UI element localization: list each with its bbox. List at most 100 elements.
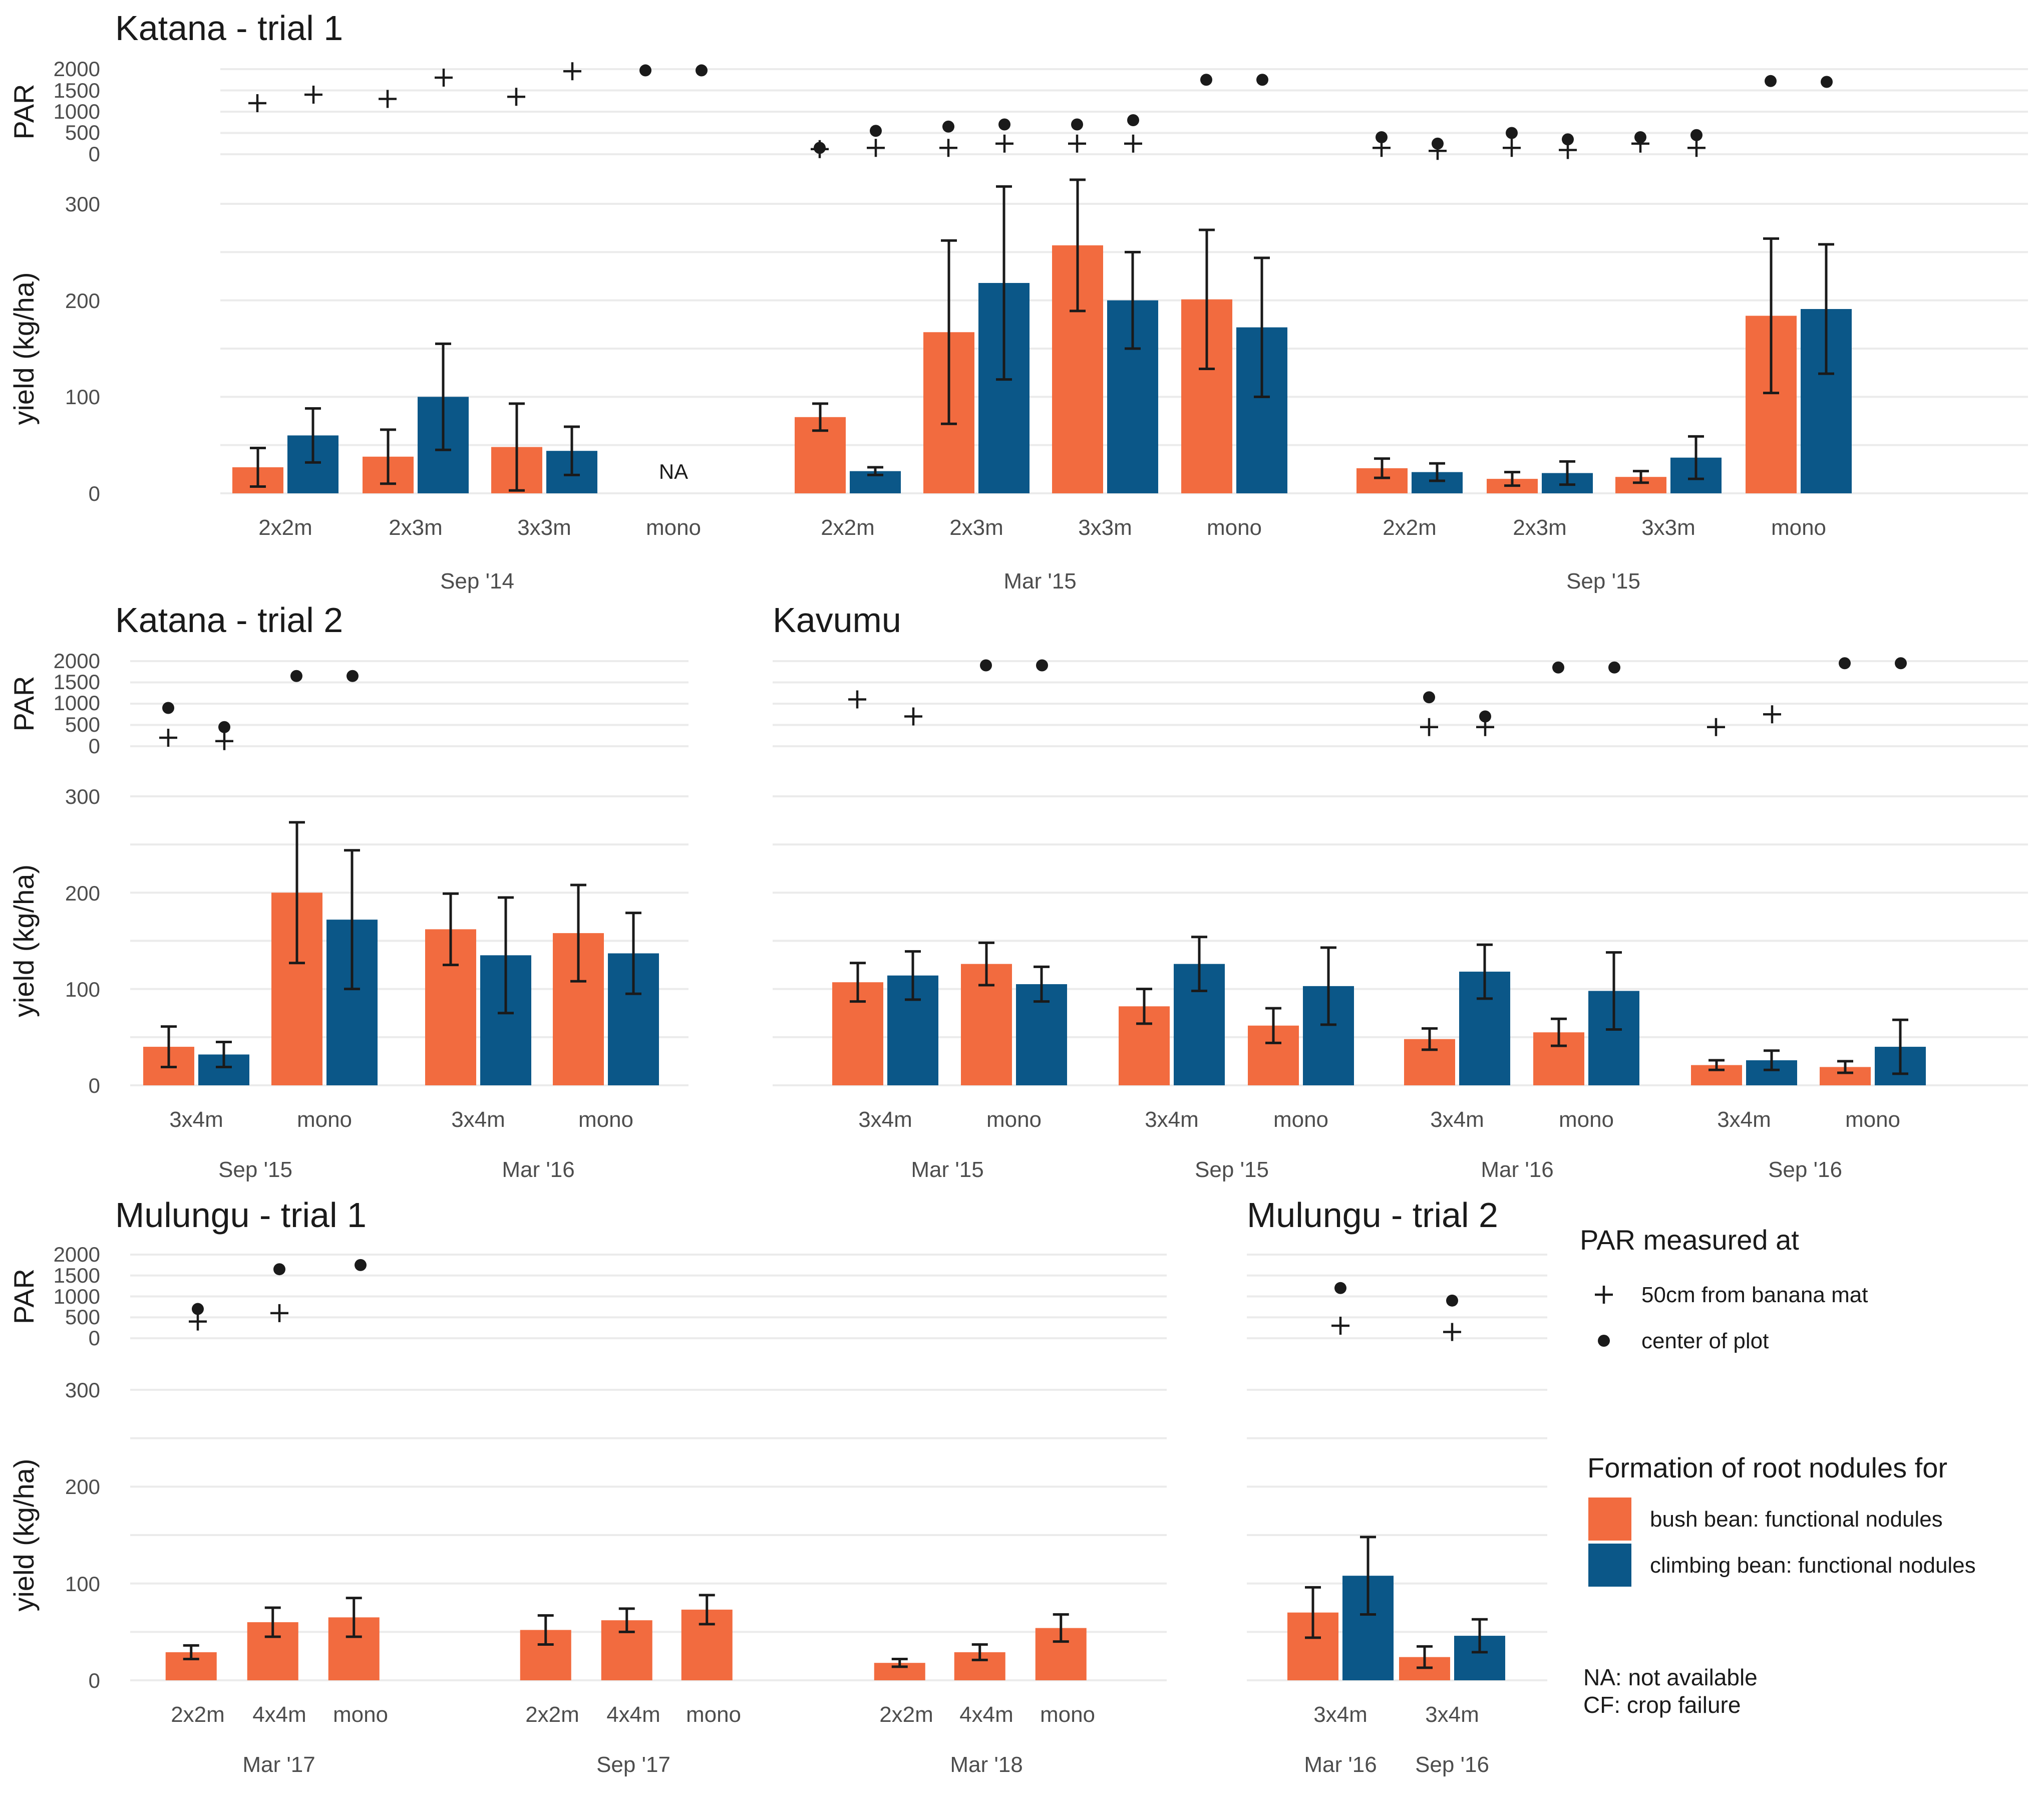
bar-bush-errorbar [618,1607,635,1633]
yield-tick-label: 100 [65,978,100,1001]
bar-bush-errorbar [1763,237,1779,395]
par-edge-point [248,94,266,112]
bar-climbing-errorbar [1429,462,1445,482]
panel-title: Mulungu - trial 2 [1247,1195,1498,1235]
bar-bush-errorbar [850,962,866,1003]
par-edge-point [1443,1323,1461,1341]
par-center-point [1334,1282,1346,1294]
yield-tick-label: 200 [65,1475,100,1499]
bar-climbing-errorbar [1191,936,1207,993]
yield-tick-label: 300 [65,1378,100,1402]
category-tick-label: 2x3m [1513,515,1567,540]
par-tick-label: 1500 [54,79,100,102]
par-center-point [273,1263,285,1276]
bar-bush-errorbar [443,892,459,967]
bar-climbing-errorbar [498,896,514,1015]
season-label: Mar '15 [911,1157,983,1182]
legend-fill-item: climbing bean: functional nodules [1650,1553,1976,1578]
bar-climbing-errorbar [1034,965,1050,1003]
par-edge-point [189,1312,207,1331]
par-center-point [1634,131,1646,143]
par-tick-label: 0 [89,1326,100,1350]
par-center-point [998,118,1010,131]
category-tick-label: mono [646,515,701,540]
par-edge-point [1331,1316,1349,1335]
par-edge-point [1124,134,1142,153]
par-center-point [1506,127,1518,139]
par-center-point [1446,1294,1458,1307]
par-center-point [1608,661,1620,674]
season-label: Sep '15 [1566,569,1640,593]
season-label: Mar '18 [950,1752,1023,1777]
yield-tick-label: 200 [65,289,100,313]
par-tick-label: 1500 [54,670,100,694]
par-tick-label: 1500 [54,1264,100,1287]
par-edge-point [867,139,885,157]
panel-title: Katana - trial 1 [115,9,343,48]
legend-climbing-key [1588,1544,1631,1587]
bar-climbing-errorbar [867,466,883,476]
bar-bush-errorbar [1070,178,1086,313]
category-tick-label: 4x4m [606,1702,660,1727]
yield-axis-label: yield (kg/ha) [8,1458,40,1611]
season-label: Sep '15 [1195,1157,1269,1182]
season-label: Mar '16 [1481,1157,1553,1182]
category-tick-label: 3x4m [858,1107,912,1132]
bar-bush-errorbar [289,821,305,965]
par-edge-point [1420,718,1438,736]
par-edge-point [379,90,397,108]
yield-tick-label: 0 [89,482,100,505]
category-tick-label: mono [333,1702,388,1727]
bar-bush-errorbar [1551,1017,1567,1047]
bar-bush-errorbar [161,1025,177,1068]
bar-bush-errorbar [812,402,828,432]
par-center-point [1821,76,1833,88]
category-tick-label: 2x2m [821,515,875,540]
bar-bush-errorbar [978,941,994,987]
bar-climbing-errorbar [996,185,1012,381]
bar-bush-errorbar [1422,1027,1438,1051]
par-center-point [942,120,954,133]
bar-bush-errorbar [1633,470,1649,484]
par-tick-label: 1000 [54,1285,100,1308]
category-tick-label: mono [986,1107,1042,1132]
legend-note: NA: not available [1583,1664,1758,1690]
yield-tick-label: 100 [65,385,100,409]
bar-climbing-errorbar [1606,951,1622,1031]
legend-bush-key [1588,1498,1631,1541]
category-tick-label: mono [686,1702,741,1727]
bar-bush-errorbar [1136,988,1152,1025]
bar-bush-errorbar [1709,1059,1725,1071]
panel-0: Katana - trial 1200015001000500030020010… [8,9,2028,593]
bar-bush-errorbar [971,1643,988,1661]
category-tick-label: 3x4m [169,1107,223,1132]
bar-bush-errorbar [699,1594,715,1626]
par-edge-point [215,732,233,750]
par-axis-label: PAR [8,84,40,140]
par-edge-point [1763,705,1781,724]
yield-tick-label: 300 [65,785,100,808]
category-tick-label: mono [1845,1107,1900,1132]
bar-bush-errorbar [509,402,525,492]
par-edge-point [904,707,922,726]
bar-climbing-errorbar [625,912,641,995]
bar-bush-errorbar [183,1644,199,1660]
bar-climbing-errorbar [1477,943,1493,1000]
yield-tick-label: 100 [65,1572,100,1596]
category-tick-label: 2x3m [949,515,1003,540]
par-axis-label: PAR [8,1269,40,1324]
bar-climbing-errorbar [1688,435,1704,480]
bar-bush-errorbar [1374,457,1390,479]
season-label: Mar '15 [1003,569,1076,593]
bar-climbing-errorbar [1254,256,1270,398]
bar-bush-errorbar [1305,1586,1321,1639]
season-label: Sep '15 [218,1157,292,1182]
category-tick-label: mono [578,1107,633,1132]
bar-bush-errorbar [1053,1613,1069,1643]
bar-bush-errorbar [346,1597,362,1638]
panel-title: Mulungu - trial 1 [115,1195,367,1235]
bar-climbing-errorbar [1818,243,1834,375]
par-edge-point [435,69,453,87]
bar-climbing-errorbar [344,849,360,991]
